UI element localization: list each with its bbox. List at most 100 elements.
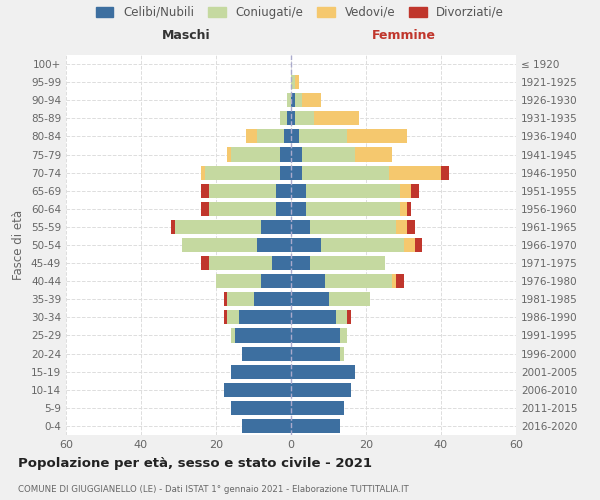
Bar bbox=[396, 220, 407, 234]
Legend: Celibi/Nubili, Coniugati/e, Vedovi/e, Divorziati/e: Celibi/Nubili, Coniugati/e, Vedovi/e, Di… bbox=[96, 6, 504, 19]
Bar bbox=[291, 256, 310, 270]
Bar bbox=[209, 202, 276, 216]
Bar bbox=[227, 292, 254, 306]
Text: Maschi: Maschi bbox=[161, 30, 211, 43]
Bar bbox=[400, 184, 411, 198]
Bar bbox=[209, 184, 276, 198]
Bar bbox=[231, 148, 280, 162]
Bar bbox=[347, 130, 407, 143]
Bar bbox=[291, 130, 299, 143]
Bar bbox=[310, 256, 385, 270]
Bar bbox=[302, 148, 355, 162]
Bar bbox=[291, 274, 325, 288]
Bar bbox=[242, 346, 291, 360]
Bar bbox=[227, 148, 231, 162]
Bar bbox=[291, 93, 295, 108]
Bar bbox=[321, 238, 404, 252]
Bar bbox=[201, 256, 209, 270]
Bar bbox=[171, 220, 175, 234]
Bar bbox=[389, 166, 441, 179]
Bar bbox=[239, 310, 291, 324]
Bar bbox=[287, 93, 291, 108]
Bar bbox=[291, 220, 310, 234]
Bar bbox=[280, 148, 291, 162]
Bar bbox=[272, 256, 291, 270]
Bar bbox=[291, 328, 340, 342]
Bar bbox=[223, 382, 291, 397]
Bar bbox=[216, 274, 261, 288]
Bar bbox=[400, 202, 407, 216]
Bar bbox=[261, 220, 291, 234]
Bar bbox=[340, 328, 347, 342]
Bar bbox=[182, 238, 257, 252]
Bar bbox=[254, 292, 291, 306]
Y-axis label: Anni di nascita: Anni di nascita bbox=[597, 204, 600, 286]
Bar bbox=[201, 184, 209, 198]
Bar bbox=[242, 419, 291, 433]
Bar bbox=[302, 166, 389, 179]
Bar bbox=[407, 202, 411, 216]
Bar bbox=[227, 310, 239, 324]
Bar bbox=[223, 310, 227, 324]
Bar bbox=[295, 75, 299, 89]
Bar bbox=[284, 130, 291, 143]
Bar bbox=[291, 346, 340, 360]
Bar bbox=[175, 220, 261, 234]
Bar bbox=[201, 166, 205, 179]
Bar bbox=[299, 130, 347, 143]
Bar bbox=[306, 202, 400, 216]
Bar bbox=[291, 419, 340, 433]
Bar bbox=[295, 93, 302, 108]
Bar bbox=[302, 93, 321, 108]
Bar bbox=[441, 166, 449, 179]
Bar bbox=[257, 238, 291, 252]
Bar bbox=[340, 346, 343, 360]
Bar bbox=[407, 220, 415, 234]
Bar bbox=[246, 130, 257, 143]
Bar bbox=[231, 364, 291, 378]
Bar bbox=[310, 220, 396, 234]
Bar bbox=[325, 274, 392, 288]
Bar bbox=[329, 292, 370, 306]
Bar bbox=[231, 401, 291, 415]
Bar bbox=[291, 382, 351, 397]
Bar bbox=[291, 112, 295, 126]
Bar bbox=[280, 166, 291, 179]
Bar bbox=[231, 328, 235, 342]
Bar bbox=[306, 184, 400, 198]
Bar bbox=[396, 274, 404, 288]
Bar bbox=[336, 310, 347, 324]
Bar bbox=[355, 148, 392, 162]
Text: Femmine: Femmine bbox=[371, 30, 436, 43]
Bar bbox=[314, 112, 359, 126]
Bar bbox=[261, 274, 291, 288]
Bar bbox=[201, 202, 209, 216]
Bar bbox=[411, 184, 419, 198]
Text: Popolazione per età, sesso e stato civile - 2021: Popolazione per età, sesso e stato civil… bbox=[18, 458, 372, 470]
Bar bbox=[291, 202, 306, 216]
Bar bbox=[291, 292, 329, 306]
Bar bbox=[287, 112, 291, 126]
Bar bbox=[276, 184, 291, 198]
Y-axis label: Fasce di età: Fasce di età bbox=[13, 210, 25, 280]
Bar bbox=[291, 310, 336, 324]
Bar bbox=[205, 166, 280, 179]
Bar bbox=[291, 184, 306, 198]
Bar bbox=[415, 238, 422, 252]
Bar bbox=[291, 166, 302, 179]
Bar bbox=[392, 274, 396, 288]
Bar bbox=[291, 75, 295, 89]
Bar bbox=[295, 112, 314, 126]
Bar bbox=[257, 130, 284, 143]
Bar bbox=[280, 112, 287, 126]
Bar bbox=[291, 148, 302, 162]
Bar bbox=[276, 202, 291, 216]
Bar bbox=[291, 238, 321, 252]
Bar bbox=[291, 401, 343, 415]
Text: COMUNE DI GIUGGIANELLO (LE) - Dati ISTAT 1° gennaio 2021 - Elaborazione TUTTITAL: COMUNE DI GIUGGIANELLO (LE) - Dati ISTAT… bbox=[18, 485, 409, 494]
Bar bbox=[235, 328, 291, 342]
Bar bbox=[223, 292, 227, 306]
Bar bbox=[209, 256, 272, 270]
Bar bbox=[291, 364, 355, 378]
Bar bbox=[404, 238, 415, 252]
